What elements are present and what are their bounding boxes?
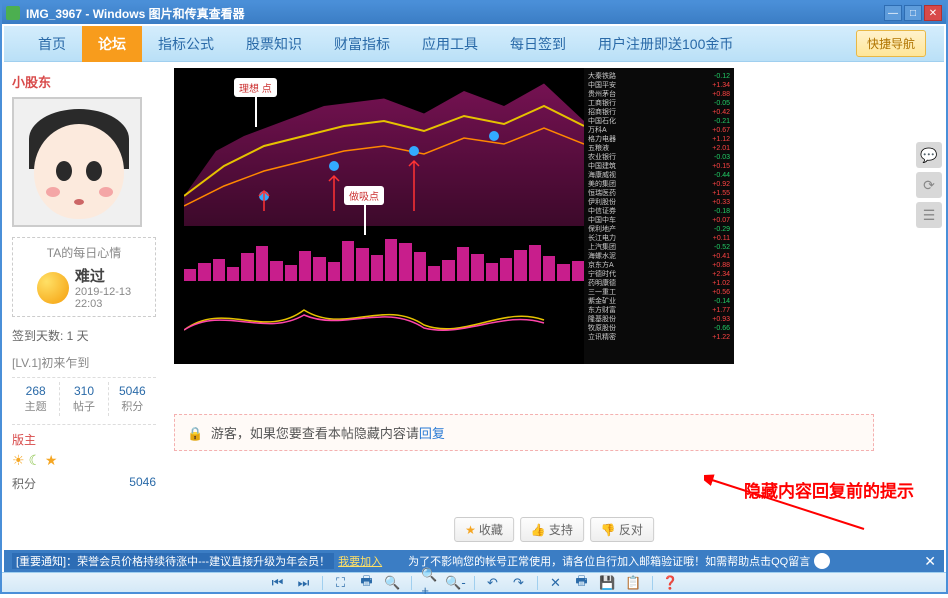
mood-time: 22:03 [75, 298, 131, 310]
points-label: 积分 [12, 477, 36, 491]
chart-callout-1: 理想 点 [234, 78, 277, 97]
toolbar-icon[interactable]: 🔍 [385, 575, 401, 591]
banner-notice: [重要通知]：荣誉会员价格持续待涨中---建议直接升级为年会员！ [12, 553, 334, 569]
viewer-toolbar: ⏮ ⏭ ⛶ 🖶 🔍 🔍+ 🔍- ↶ ↷ ✕ 🖶 💾 📋 ❓ [2, 572, 946, 592]
user-sidebar: 小股东 TA的每日心情 难过 2019-12-13 22:03 [4, 62, 164, 550]
thumbdown-icon: 👎 [601, 523, 616, 537]
stat-points[interactable]: 5046积分 [109, 382, 156, 416]
banner-text2: 为了不影响您的帐号正常使用，请各位自行加入邮箱验证哦！如需帮助点击QQ留言 [386, 553, 810, 569]
mood-name: 难过 [75, 265, 131, 286]
banner-join-link[interactable]: 我要加入 [338, 553, 382, 569]
star-icon: ★ [465, 523, 476, 537]
nav-tools[interactable]: 应用工具 [406, 26, 494, 62]
close-button[interactable]: ✕ [924, 5, 942, 21]
nav-checkin[interactable]: 每日签到 [494, 26, 582, 62]
notice-banner: [重要通知]：荣誉会员价格持续待涨中---建议直接升级为年会员！ 我要加入 为了… [4, 550, 944, 572]
app-icon [6, 6, 20, 20]
toolbar-icon[interactable]: ✕ [548, 575, 564, 591]
points-value: 5046 [129, 475, 156, 489]
toolbar-icon[interactable]: 🔍+ [422, 575, 438, 591]
side-tool-refresh[interactable]: ⟳ [916, 172, 942, 198]
post-content: 理想 点 做吸点 大秦铁路-0.12中国平安+1.34贵州茅台+0.88工商银行… [164, 62, 944, 550]
support-button[interactable]: 👍支持 [520, 517, 584, 542]
sun-icon: ☀ [12, 452, 25, 468]
toolbar-icon[interactable]: 🔍- [448, 575, 464, 591]
stock-chart-image: 理想 点 做吸点 大秦铁路-0.12中国平安+1.34贵州茅台+0.88工商银行… [174, 68, 734, 364]
toolbar-icon[interactable]: ⏮ [270, 575, 286, 591]
lock-icon: 🔒 [187, 426, 203, 441]
window-title: IMG_3967 - Windows 图片和传真查看器 [26, 5, 884, 22]
mood-title: TA的每日心情 [19, 244, 149, 261]
moon-icon: ☾ [28, 452, 41, 468]
stats-row: 268主题 310帖子 5046积分 [12, 377, 156, 416]
checkin-days: 签到天数: 1 天 [12, 327, 156, 344]
mood-box: TA的每日心情 难过 2019-12-13 22:03 [12, 237, 156, 317]
hidden-text: 游客，如果您要查看本帖隐藏内容请 [211, 426, 419, 441]
titlebar: IMG_3967 - Windows 图片和传真查看器 — □ ✕ [2, 2, 946, 24]
thumbup-icon: 👍 [531, 523, 546, 537]
toolbar-icon[interactable]: ❓ [663, 575, 679, 591]
avatar[interactable] [12, 97, 142, 227]
qq-icon[interactable] [814, 553, 830, 569]
username[interactable]: 小股东 [12, 72, 156, 91]
oppose-button[interactable]: 👎反对 [590, 517, 654, 542]
toolbar-icon[interactable]: ⛶ [333, 575, 349, 591]
nav-forum[interactable]: 论坛 [82, 26, 142, 62]
nav-bar: 首页 论坛 指标公式 股票知识 财富指标 应用工具 每日签到 用户注册即送100… [4, 26, 944, 62]
side-tool-list[interactable]: ☰ [916, 202, 942, 228]
mood-emoji-icon [37, 272, 69, 304]
banner-close-icon[interactable]: ✕ [924, 553, 936, 570]
user-level: [LV.1]初来乍到 [12, 354, 156, 371]
quick-nav-button[interactable]: 快捷导航 [856, 30, 926, 57]
user-badges: ☀ ☾ ★ [12, 452, 156, 469]
toolbar-icon[interactable]: ⏭ [296, 575, 312, 591]
nav-register[interactable]: 用户注册即送100金币 [582, 26, 749, 62]
toolbar-icon[interactable]: 🖶 [574, 575, 590, 591]
user-rank: 版主 [12, 424, 156, 448]
quote-panel: 大秦铁路-0.12中国平安+1.34贵州茅台+0.88工商银行-0.05招商银行… [584, 68, 734, 364]
nav-home[interactable]: 首页 [22, 26, 82, 62]
toolbar-icon[interactable]: 💾 [600, 575, 616, 591]
stat-topics[interactable]: 268主题 [12, 382, 60, 416]
star-icon: ★ [45, 452, 58, 468]
toolbar-icon[interactable]: 📋 [626, 575, 642, 591]
favorite-button[interactable]: ★收藏 [454, 517, 514, 542]
side-tool-chat[interactable]: 💬 [916, 142, 942, 168]
nav-wealth[interactable]: 财富指标 [318, 26, 406, 62]
nav-formula[interactable]: 指标公式 [142, 26, 230, 62]
minimize-button[interactable]: — [884, 5, 902, 21]
nav-knowledge[interactable]: 股票知识 [230, 26, 318, 62]
maximize-button[interactable]: □ [904, 5, 922, 21]
reply-link[interactable]: 回复 [419, 426, 445, 441]
mood-date: 2019-12-13 [75, 286, 131, 298]
points-row: 积分 5046 [12, 475, 156, 492]
stat-posts[interactable]: 310帖子 [60, 382, 108, 416]
toolbar-icon[interactable]: ↶ [485, 575, 501, 591]
toolbar-icon[interactable]: ↷ [511, 575, 527, 591]
annotation-text: 隐藏内容回复前的提示 [744, 477, 914, 502]
chart-callout-2: 做吸点 [344, 186, 384, 205]
toolbar-icon[interactable]: 🖶 [359, 575, 375, 591]
hidden-content-notice: 🔒 游客，如果您要查看本帖隐藏内容请回复 [174, 414, 874, 451]
